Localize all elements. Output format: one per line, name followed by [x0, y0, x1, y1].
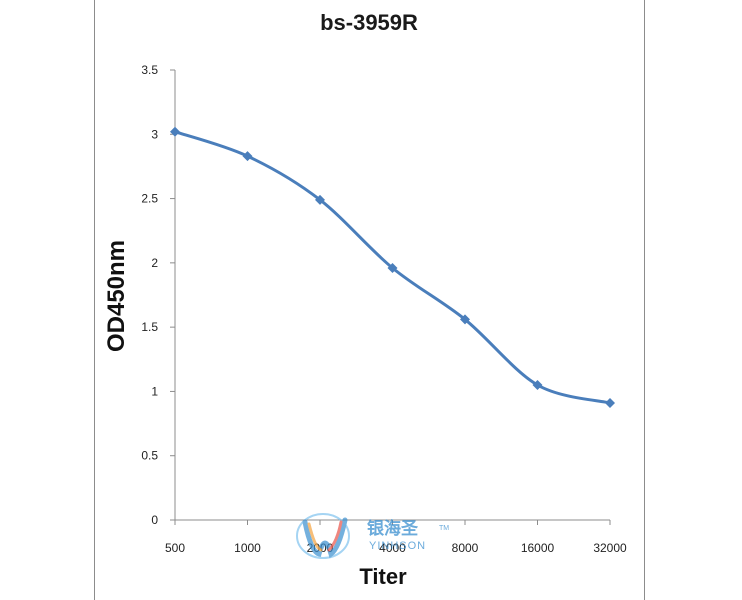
y-axis-label: OD450nm [103, 240, 130, 352]
y-tick-label: 1.5 [141, 320, 158, 334]
x-tick-label: 500 [165, 541, 185, 555]
data-point-marker [532, 380, 543, 390]
y-tick-label: 0 [151, 513, 158, 527]
chart-frame [94, 0, 645, 600]
watermark: 银海圣 TM YINHSON [296, 513, 449, 559]
watermark-name: 银海圣 [367, 518, 419, 539]
watermark-tm: TM [439, 525, 449, 532]
x-axis-label: Titer [359, 564, 407, 589]
data-point-marker [460, 314, 470, 325]
y-tick-label: 1 [151, 384, 158, 398]
y-tick-label: 2.5 [141, 192, 158, 206]
chart-title: bs-3959R [320, 10, 418, 35]
x-tick-label: 8000 [452, 541, 479, 555]
data-point-marker [242, 151, 253, 162]
x-tick-label: 1000 [234, 541, 261, 555]
x-tick-label: 16000 [521, 541, 555, 555]
x-tick-label: 4000 [379, 541, 406, 555]
watermark-sub: YINHSON [369, 540, 426, 552]
y-tick-label: 0.5 [141, 449, 158, 463]
x-tick-label: 32000 [593, 541, 627, 555]
y-tick-label: 3.5 [141, 63, 158, 77]
data-point-marker [387, 263, 398, 273]
data-point-marker [170, 126, 180, 137]
x-ticks: 500 1000 2000 4000 8000 16000 32000 [165, 520, 627, 555]
y-tick-label: 2 [151, 256, 158, 270]
series-group [170, 126, 615, 408]
yinhson-logo-icon [296, 513, 350, 559]
data-point-marker [605, 398, 615, 408]
y-tick-label: 3 [151, 127, 158, 141]
data-point-marker [315, 194, 325, 205]
y-ticks: 0 0.5 1 1.5 2 2.5 3 3.5 [141, 63, 175, 527]
